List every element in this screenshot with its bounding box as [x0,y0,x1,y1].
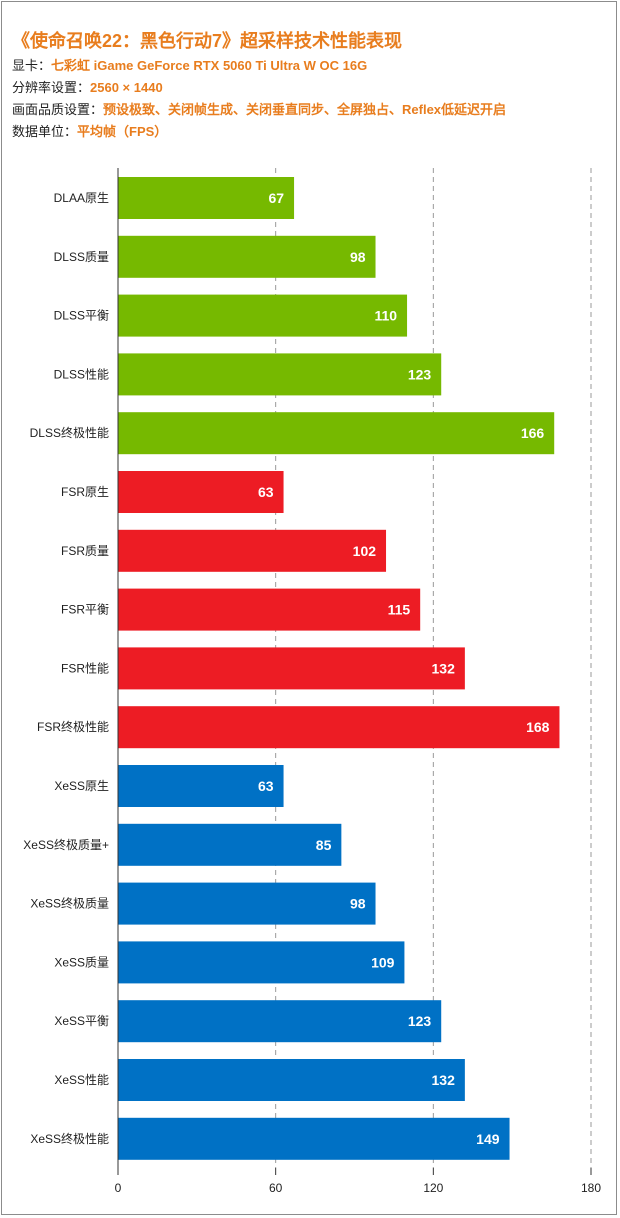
bar-value-label: 132 [432,1072,456,1088]
bar-value-label: 63 [258,484,274,500]
bar [118,1059,465,1101]
bar [118,941,405,984]
x-tick-label: 0 [115,1181,122,1195]
quality-info-row: 画面品质设置：预设极致、关闭帧生成、关闭垂直同步、全屏独占、Reflex低延迟开… [12,102,612,118]
category-label: FSR原生 [61,485,109,499]
bar [118,529,387,572]
category-label: XeSS性能 [54,1073,109,1087]
bar [118,882,376,925]
bar [118,412,555,455]
bar-value-label: 109 [371,954,395,970]
bar [118,294,408,337]
bar-value-label: 149 [476,1131,500,1147]
bar-value-label: 102 [353,543,377,559]
x-tick-label: 120 [423,1181,443,1195]
bar-value-label: 110 [374,308,397,324]
category-label: XeSS终极质量+ [23,837,109,852]
bar-value-label: 166 [521,425,545,441]
category-label: DLSS质量 [54,250,109,264]
unit-label: 数据单位： [12,124,78,139]
chart-title: 《使命召唤22：黑色行动7》超采样技术性能表现 [12,31,403,51]
category-label: XeSS终极质量 [30,896,109,911]
category-label: FSR质量 [61,544,109,558]
unit-info-row: 数据单位：平均帧（FPS） [12,124,612,140]
bar-value-label: 85 [316,837,332,853]
gpu-label: 显卡： [12,58,52,73]
bar-value-label: 168 [526,719,550,735]
bar-value-label: 123 [408,366,432,382]
bar [118,1000,442,1043]
bar [118,471,284,513]
bar [118,647,465,690]
category-label: XeSS终极性能 [30,1131,109,1146]
bar-value-label: 132 [432,660,456,676]
category-label: FSR平衡 [61,603,109,617]
bar [118,765,284,807]
bar [118,235,376,278]
gpu-value: 七彩虹 iGame GeForce RTX 5060 Ti Ultra W OC… [51,58,368,73]
category-label: DLSS终极性能 [30,425,109,440]
bar-value-label: 67 [268,190,284,206]
unit-value: 平均帧（FPS） [77,124,168,139]
category-label: DLSS平衡 [54,309,109,323]
bar-value-label: 115 [388,602,411,618]
resolution-info-row: 分辨率设置：2560 × 1440 [12,80,612,96]
category-label: DLAA原生 [54,191,109,205]
bar-value-label: 123 [408,1013,432,1029]
bar-value-label: 63 [258,778,274,794]
category-label: XeSS质量 [54,955,109,969]
bar [118,588,421,631]
x-tick-label: 180 [581,1181,601,1195]
gpu-info-row: 显卡：七彩虹 iGame GeForce RTX 5060 Ti Ultra W… [12,58,612,74]
quality-value: 预设极致、关闭帧生成、关闭垂直同步、全屏独占、Reflex低延迟开启 [103,102,507,117]
bar-value-label: 98 [350,896,366,912]
x-tick-label: 60 [269,1181,283,1195]
resolution-value: 2560 × 1440 [90,80,163,95]
bar [118,706,560,749]
category-label: XeSS平衡 [54,1014,109,1028]
category-label: XeSS原生 [54,779,109,793]
category-label: FSR终极性能 [37,719,109,734]
category-label: DLSS性能 [54,367,109,381]
resolution-label: 分辨率设置： [12,80,91,95]
bar [118,353,442,396]
bar [118,177,295,219]
chart-header: 《使命召唤22：黑色行动7》超采样技术性能表现 显卡：七彩虹 iGame GeF… [12,30,612,146]
quality-label: 画面品质设置： [12,102,104,117]
bar [118,823,342,866]
bar [118,1117,510,1160]
bar-value-label: 98 [350,249,366,265]
category-label: FSR性能 [61,661,109,675]
